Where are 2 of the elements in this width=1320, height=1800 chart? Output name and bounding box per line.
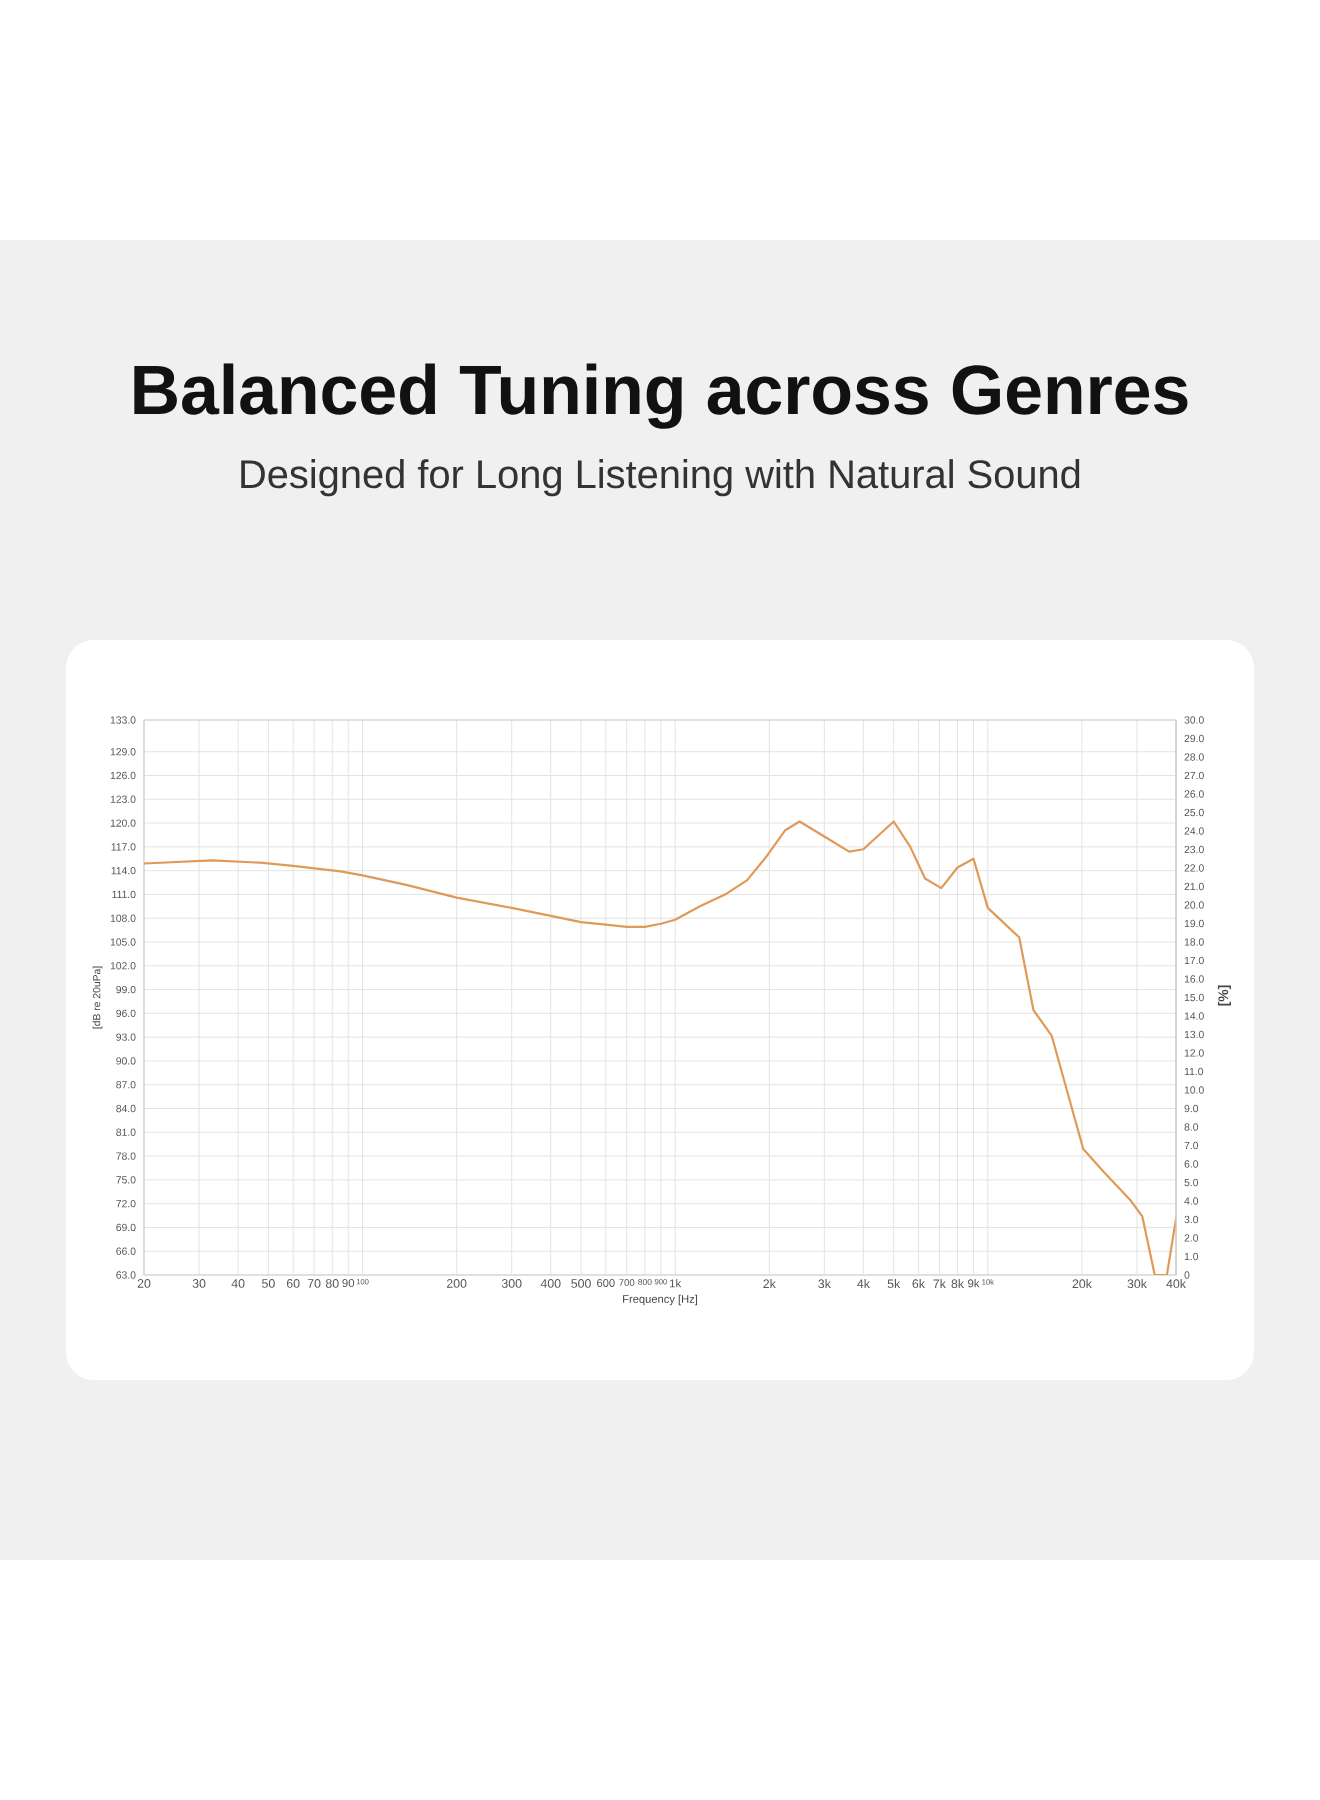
chart-subtitle: Designed for Long Listening with Natural Sound xyxy=(241,459,1080,497)
chart-title: Balanced Tuning across Genres xyxy=(134,363,1188,429)
